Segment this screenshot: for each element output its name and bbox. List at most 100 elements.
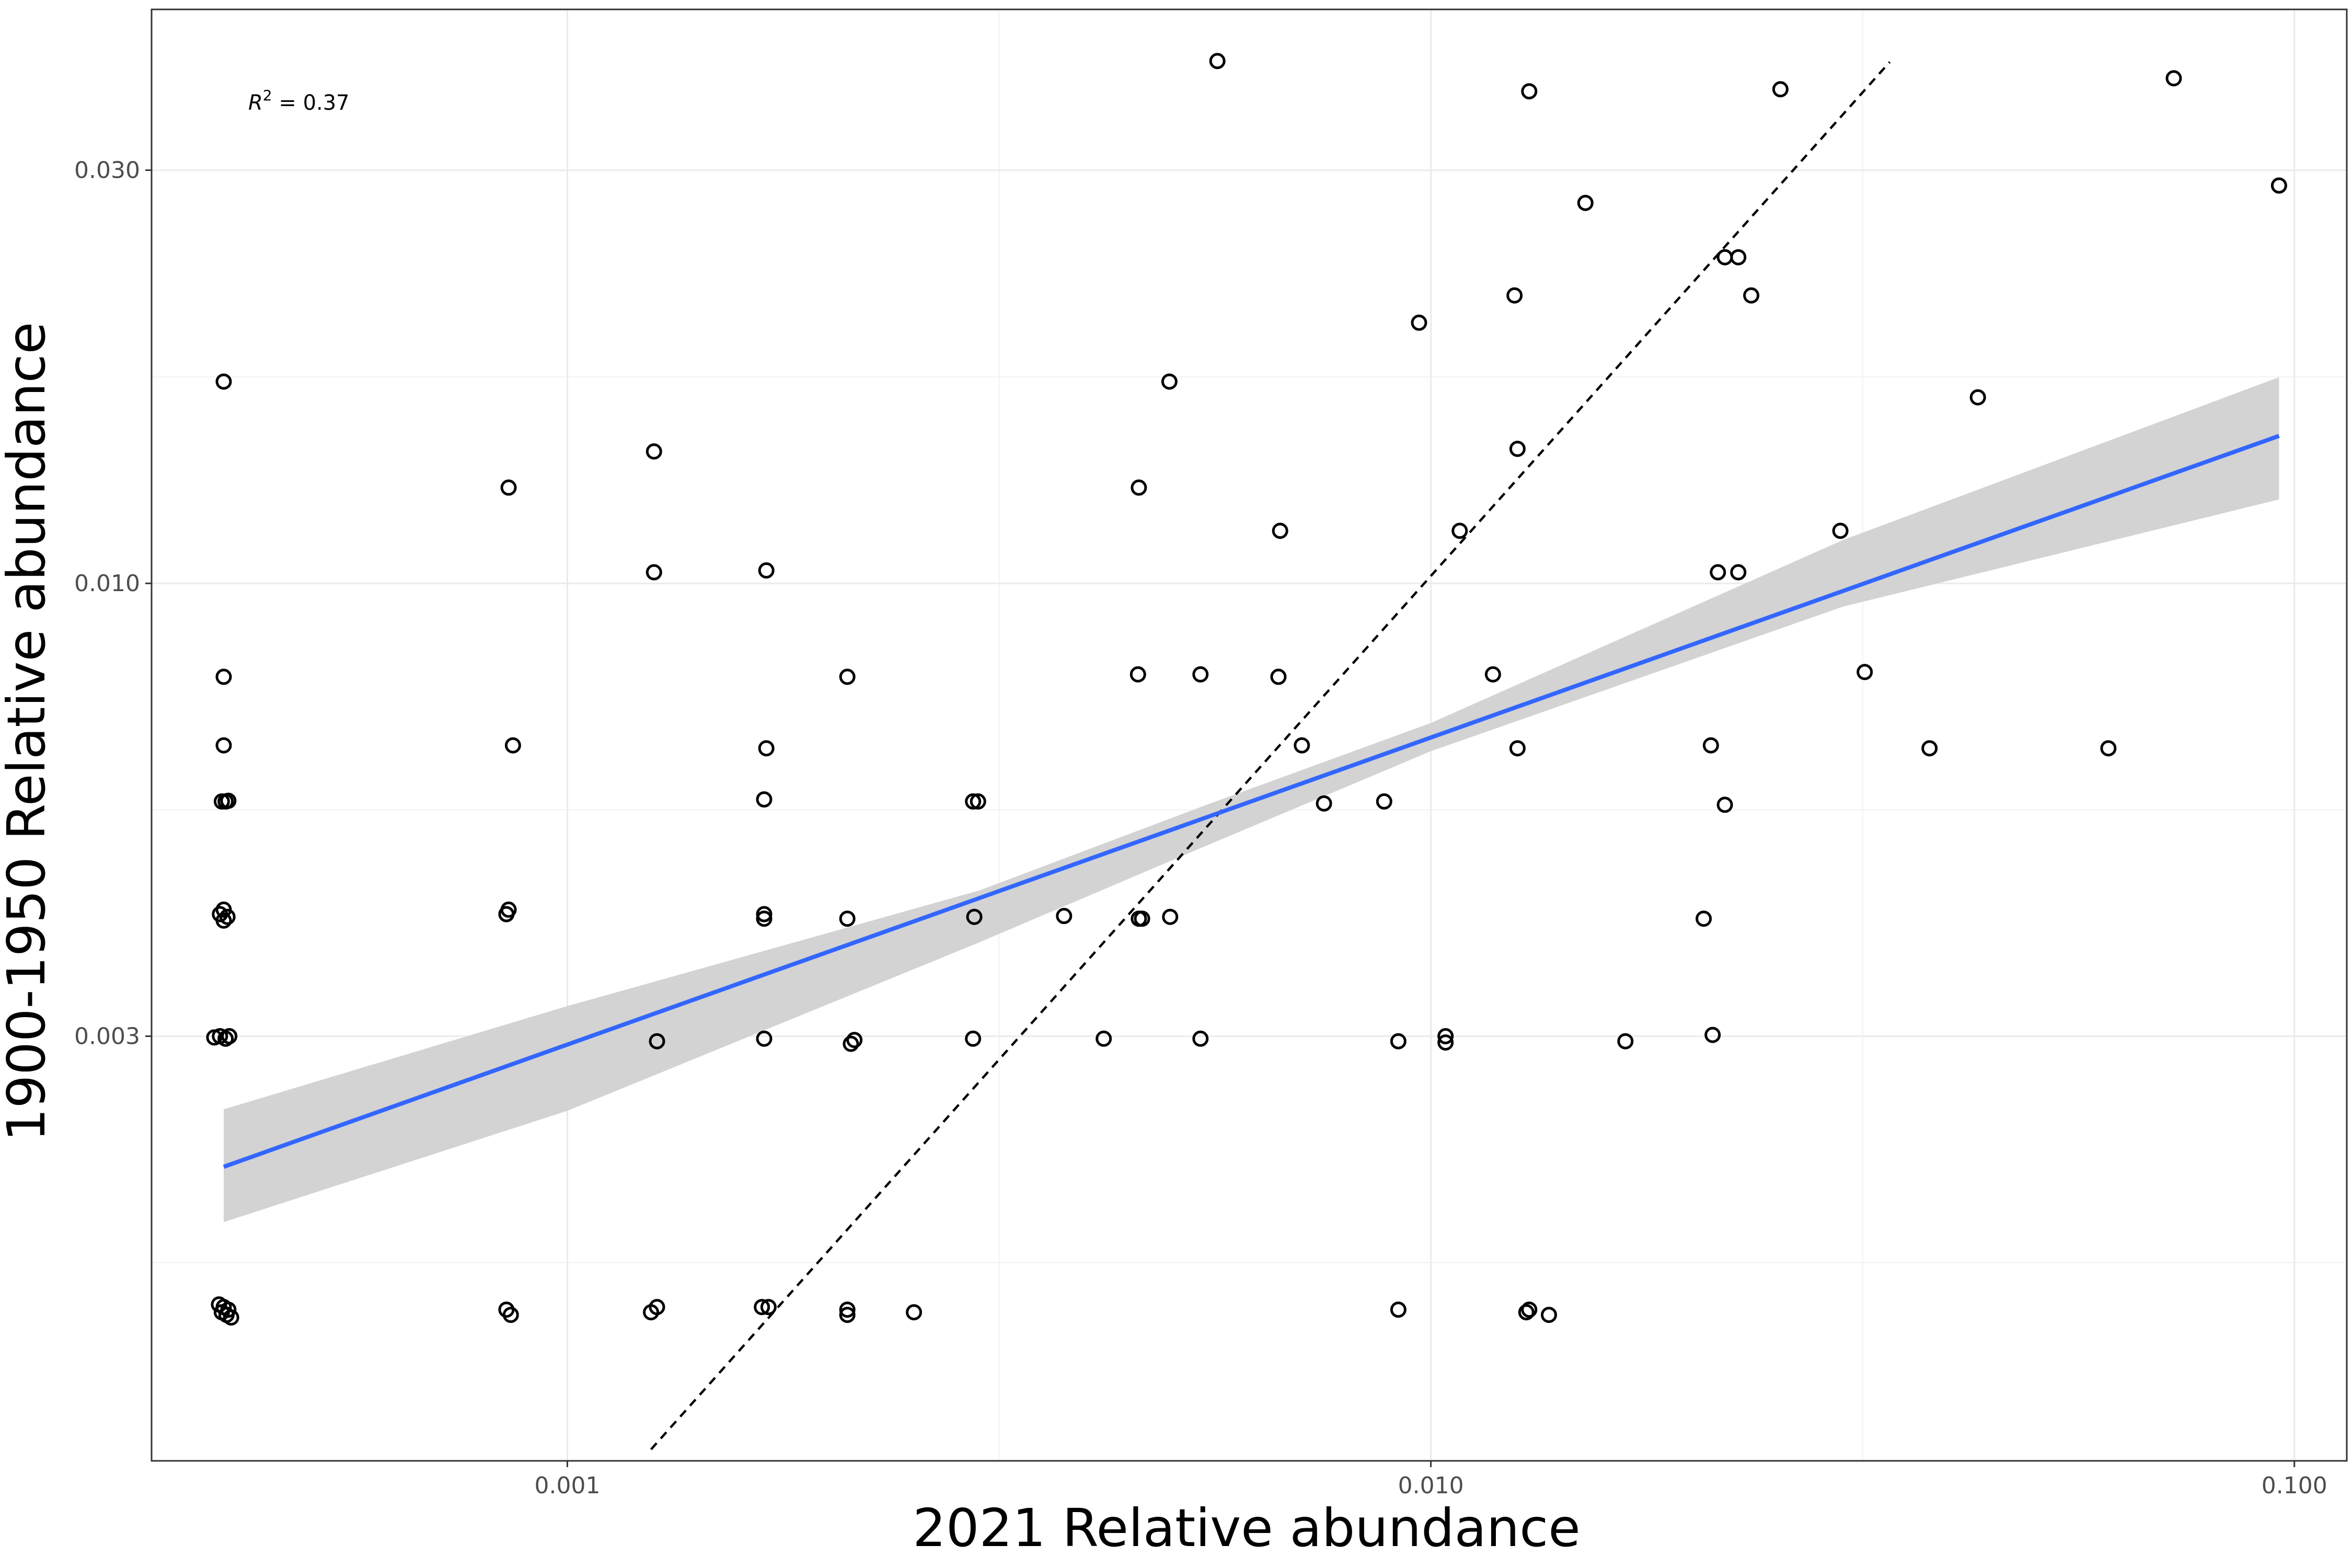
y-tick-label: 0.030 [74,157,140,184]
data-point [500,901,517,918]
data-point [1716,797,1733,813]
data-point [1316,795,1332,812]
data-point [839,1307,856,1323]
data-point [1743,287,1760,304]
data-point [1832,523,1849,539]
identity-reference-line [650,61,1891,1450]
r2-prefix: R [248,91,263,115]
data-point [965,793,982,810]
data-point [1209,53,1226,70]
data-point [754,1299,770,1316]
data-point [1541,1307,1557,1323]
data-point [2165,70,2182,87]
data-point [970,793,986,810]
data-point [1506,287,1523,304]
data-point [500,479,517,496]
data-point [1411,314,1427,331]
data-point [1294,737,1310,754]
data-point [1129,666,1146,683]
data-point [1518,1304,1535,1321]
data-point [1390,1301,1406,1318]
data-point [1131,479,1147,496]
data-point [1390,1033,1406,1050]
data-point [219,908,236,925]
data-point [1484,666,1501,683]
data-point [1969,389,1986,406]
data-point [756,791,773,808]
data-point [504,737,521,754]
data-point [1192,666,1209,683]
data-point [1617,1033,1634,1050]
y-axis-title: 1900-1950 Relative abundance [0,322,57,1142]
data-point [1716,249,1733,266]
data-point [1056,908,1073,924]
data-point [965,1030,982,1047]
data-point [1192,1030,1209,1047]
data-point [1577,194,1594,211]
data-point [645,443,662,460]
data-point [215,373,232,390]
data-point [1376,793,1392,810]
data-point [758,740,775,757]
data-point [1772,81,1789,98]
data-point [2100,740,2117,757]
data-point [1921,740,1938,757]
data-point [1730,564,1747,581]
data-point [1521,83,1538,100]
data-point [756,1030,773,1047]
data-point [1451,523,1468,539]
data-point [1730,249,1747,266]
data-point [1696,910,1712,927]
data-point [1134,910,1150,927]
data-point [1710,564,1726,581]
y-axis-ticks: 0.003 0.010 0.030 [74,157,152,1050]
data-point [846,1032,863,1048]
data-point [839,668,856,685]
data-point [1161,373,1178,390]
minor-gridlines [152,9,2347,1461]
data-point [649,1033,665,1050]
data-point [1702,737,1719,754]
data-point [220,792,237,809]
data-point [1096,1030,1112,1047]
data-point [839,910,856,927]
data-point [1521,1301,1538,1318]
data-point [502,1307,519,1323]
data-point [649,1299,665,1316]
data-point [1437,1028,1454,1044]
data-point [756,910,773,927]
data-point [215,668,232,685]
x-tick-label: 0.010 [1398,1472,1464,1499]
x-axis-ticks: 0.001 0.010 0.100 [534,1461,2327,1499]
data-point [1270,668,1287,685]
data-point [760,1299,777,1316]
data-points [206,53,2287,1326]
r-squared-annotation: R2 = 0.37 [248,87,350,115]
data-point [1437,1034,1454,1051]
data-point [758,562,775,579]
plot-panel-border [151,8,2348,1462]
regression-fit-line [223,434,2280,1169]
data-point [645,564,662,581]
data-point [906,1304,923,1321]
data-point [1162,908,1179,925]
data-point [843,1035,859,1052]
r2-exponent: 2 [263,87,272,104]
y-tick-label: 0.003 [74,1023,140,1050]
data-point [1509,740,1526,757]
data-point [1857,664,1873,681]
data-point [221,1028,238,1044]
data-point [2270,177,2287,194]
major-gridlines [152,9,2347,1461]
data-point [1704,1027,1721,1043]
data-point [966,908,983,925]
data-point [839,1301,856,1318]
data-point [1272,523,1288,539]
x-tick-label: 0.001 [534,1472,600,1499]
x-tick-label: 0.100 [2262,1472,2327,1499]
x-axis-title: 2021 Relative abundance [913,1497,1581,1559]
data-point [1509,441,1526,457]
data-point [756,906,773,923]
r2-value: = 0.37 [272,91,350,115]
